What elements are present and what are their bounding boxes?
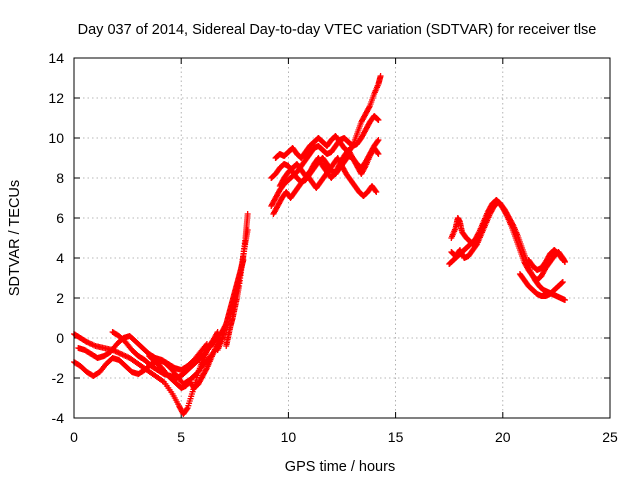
- y-tick-label: -4: [52, 410, 65, 426]
- data-point: [374, 116, 381, 123]
- data-point: [373, 189, 380, 195]
- data-point: [374, 150, 381, 156]
- data-point: [203, 341, 210, 347]
- x-tick-label: 25: [602, 429, 618, 445]
- data-point: [372, 188, 379, 194]
- data-trace: [227, 227, 251, 317]
- y-axis-label: SDTVAR / TECUs: [7, 180, 23, 296]
- data-point: [559, 257, 566, 263]
- data-point: [374, 138, 381, 144]
- x-tick-label: 20: [495, 429, 511, 445]
- data-points: [71, 73, 568, 417]
- y-tick-label: -2: [52, 370, 65, 386]
- data-point: [559, 256, 566, 262]
- y-tick-label: 4: [56, 250, 64, 266]
- data-point: [244, 227, 251, 233]
- data-trace: [270, 155, 380, 217]
- data-point: [375, 151, 382, 157]
- data-point: [183, 406, 190, 412]
- data-trace: [516, 271, 566, 299]
- data-point: [377, 73, 384, 79]
- y-tick-label: 14: [48, 50, 64, 66]
- y-tick-label: 0: [56, 330, 64, 346]
- data-trace: [448, 199, 568, 283]
- data-trace: [276, 145, 382, 189]
- data-point: [559, 279, 566, 286]
- x-axis-label: GPS time / hours: [285, 459, 395, 475]
- y-tick-label: 10: [48, 130, 64, 146]
- data-point: [366, 104, 373, 111]
- data-trace: [448, 215, 478, 249]
- data-trace: [525, 247, 566, 273]
- axis-ticks: 0 5 10 15 20 25 -4 -2 0 2 4 6 8 10 12 14: [48, 50, 618, 445]
- data-point: [375, 117, 382, 123]
- data-point: [375, 137, 382, 143]
- y-tick-label: 2: [56, 290, 64, 306]
- data-point: [561, 297, 568, 303]
- x-tick-label: 10: [281, 429, 297, 445]
- y-tick-label: 12: [48, 90, 64, 106]
- x-tick-label: 0: [70, 429, 78, 445]
- data-trace: [272, 73, 384, 161]
- data-point: [559, 279, 566, 285]
- data-point: [202, 342, 209, 349]
- x-tick-label: 5: [177, 429, 185, 445]
- y-tick-label: 6: [56, 210, 64, 226]
- plot-frame: [73, 57, 611, 419]
- y-tick-label: 8: [56, 170, 64, 186]
- data-point: [244, 211, 251, 217]
- chart-title: Day 037 of 2014, Sidereal Day-to-day VTE…: [78, 22, 597, 38]
- x-tick-label: 15: [388, 429, 404, 445]
